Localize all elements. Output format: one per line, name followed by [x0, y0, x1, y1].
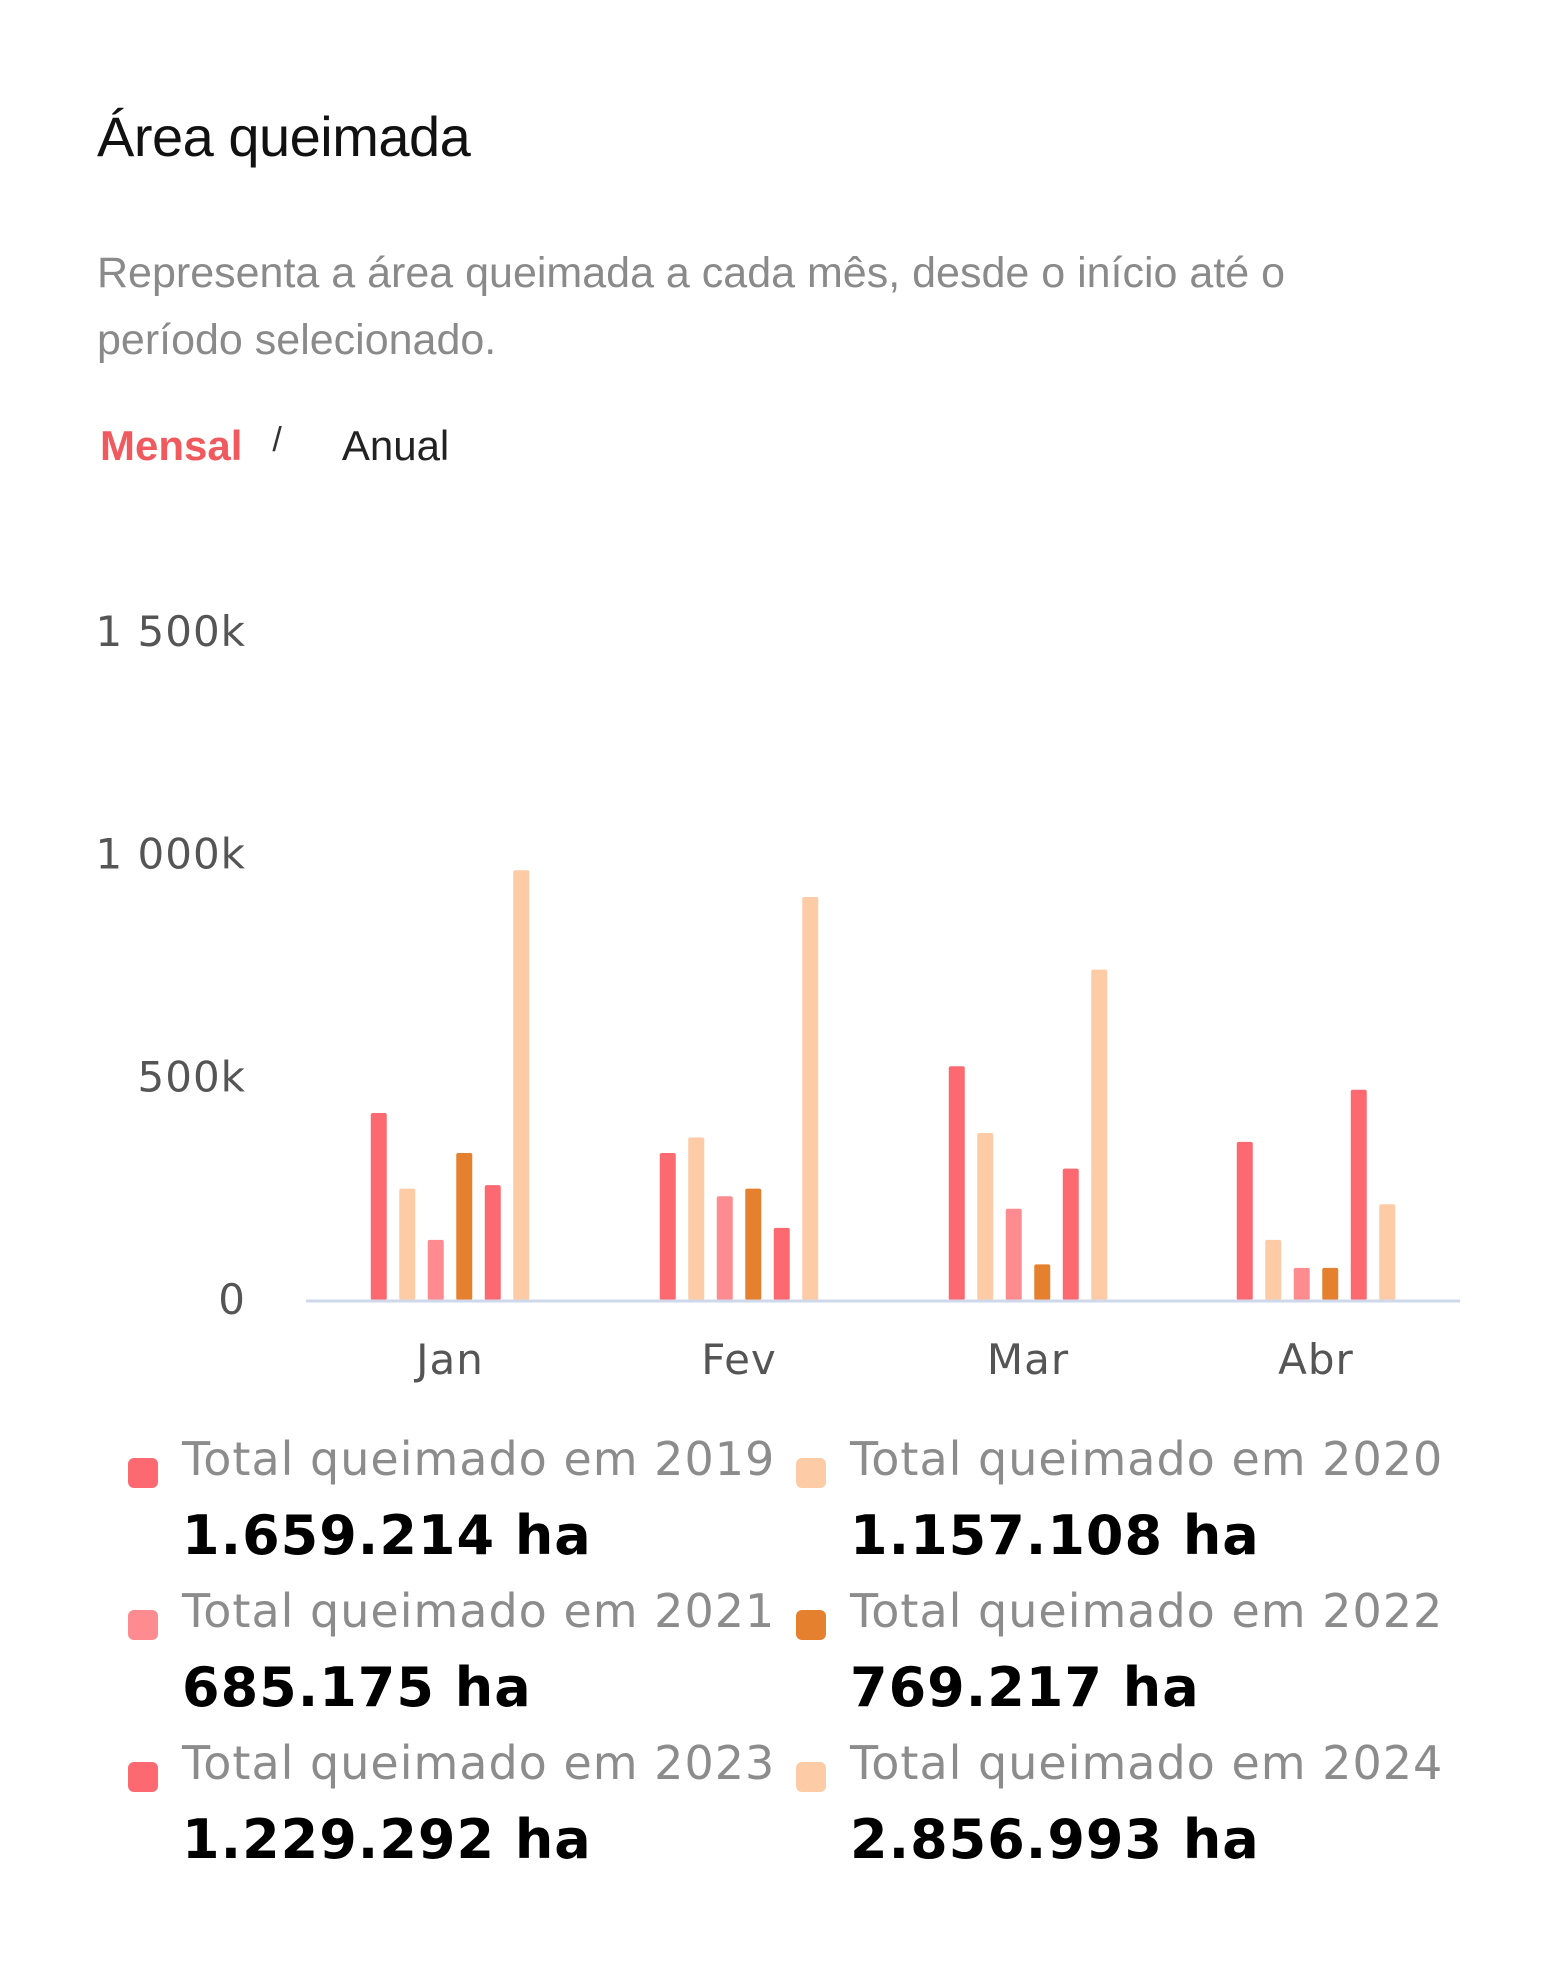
legend-swatch [128, 1458, 158, 1488]
bar[interactable] [659, 1153, 676, 1300]
legend-value: 1.157.108 ha [850, 1504, 1260, 1567]
legend-value: 2.856.993 ha [850, 1808, 1260, 1871]
bar[interactable] [745, 1188, 762, 1300]
legend-swatch [796, 1610, 826, 1640]
legend-value: 1.659.214 ha [182, 1504, 592, 1567]
legend-item[interactable]: Total queimado em 2023 1.229.292 ha [128, 1736, 788, 1886]
bar[interactable] [484, 1185, 501, 1300]
bar[interactable] [1293, 1267, 1310, 1300]
legend-item[interactable]: Total queimado em 2021 685.175 ha [128, 1584, 788, 1734]
legend-item[interactable]: Total queimado em 2019 1.659.214 ha [128, 1432, 788, 1582]
bar[interactable] [1265, 1239, 1282, 1300]
bar[interactable] [399, 1188, 416, 1300]
period-toggle: Mensal / Anual [100, 420, 450, 470]
y-tick-label: 1 500k [95, 607, 246, 656]
toggle-mensal[interactable]: Mensal [100, 422, 243, 469]
bar-chart: 0 500k 1 000k 1 500k Jan Fev Mar Abr [95, 607, 1460, 1384]
legend-swatch [796, 1458, 826, 1488]
bar[interactable] [977, 1133, 994, 1300]
x-tick-label: Mar [987, 1335, 1069, 1384]
legend-item[interactable]: Total queimado em 2022 769.217 ha [796, 1584, 1456, 1734]
bar[interactable] [1379, 1204, 1396, 1300]
page-subtitle: Representa a área queimada a cada mês, d… [97, 249, 1286, 364]
legend-value: 769.217 ha [850, 1656, 1200, 1719]
legend-value: 685.175 ha [182, 1656, 532, 1719]
bar[interactable] [716, 1196, 733, 1300]
bar[interactable] [1062, 1168, 1079, 1300]
bar[interactable] [1350, 1089, 1367, 1300]
bar[interactable] [802, 896, 819, 1300]
x-axis-labels: Jan Fev Mar Abr [413, 1335, 1354, 1384]
bar[interactable] [1034, 1264, 1051, 1300]
page-title: Área queimada [97, 105, 471, 168]
y-tick-label: 500k [138, 1052, 247, 1101]
bar[interactable] [427, 1239, 444, 1300]
legend-swatch [796, 1762, 826, 1792]
legend-label: Total queimado em 2024 [850, 1736, 1444, 1790]
y-tick-label: 1 000k [95, 830, 246, 879]
legend-swatch [128, 1610, 158, 1640]
toggle-separator: / [272, 420, 282, 459]
legend-label: Total queimado em 2019 [182, 1432, 776, 1486]
legend-label: Total queimado em 2020 [850, 1432, 1444, 1486]
legend-item[interactable]: Total queimado em 2024 2.856.993 ha [796, 1736, 1456, 1886]
bar[interactable] [1236, 1141, 1253, 1300]
bar[interactable] [773, 1227, 790, 1300]
bar[interactable] [1322, 1267, 1339, 1300]
legend-label: Total queimado em 2023 [182, 1736, 776, 1790]
bar[interactable] [948, 1066, 965, 1300]
x-tick-label: Fev [701, 1335, 777, 1384]
legend-label: Total queimado em 2021 [182, 1584, 776, 1638]
x-tick-label: Jan [413, 1335, 484, 1384]
legend-value: 1.229.292 ha [182, 1808, 592, 1871]
bar[interactable] [370, 1112, 387, 1300]
bar[interactable] [456, 1153, 473, 1300]
legend-label: Total queimado em 2022 [850, 1584, 1444, 1638]
y-axis-labels: 0 500k 1 000k 1 500k [95, 607, 247, 1324]
y-tick-label: 0 [218, 1275, 246, 1324]
bar[interactable] [688, 1137, 705, 1300]
legend-item[interactable]: Total queimado em 2020 1.157.108 ha [796, 1432, 1456, 1582]
bar[interactable] [513, 870, 530, 1300]
bar[interactable] [1005, 1208, 1022, 1300]
x-tick-label: Abr [1278, 1335, 1354, 1384]
legend-swatch [128, 1762, 158, 1792]
bars [370, 870, 1396, 1300]
toggle-anual[interactable]: Anual [341, 422, 450, 469]
bar[interactable] [1091, 969, 1108, 1300]
